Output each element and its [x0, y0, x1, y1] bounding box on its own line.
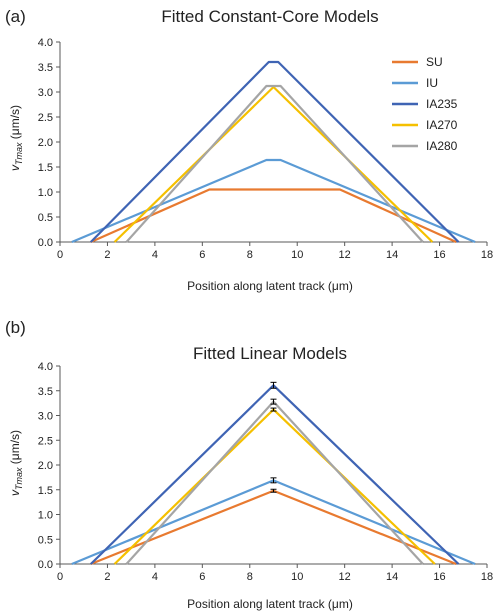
legend-label: IA280 — [426, 139, 458, 153]
panel-b-x-ticks: 0 2 4 6 8 10 12 14 16 18 — [57, 564, 493, 583]
panel-b-label: (b) — [5, 318, 26, 337]
panel-a-ylabel-main: v — [8, 164, 22, 171]
y-tick-label: 0.5 — [38, 212, 53, 224]
series-line-su — [90, 489, 457, 566]
panel-b-axes — [59, 366, 487, 565]
x-tick-label: 2 — [104, 249, 110, 261]
y-tick-label: 0.0 — [38, 559, 53, 571]
panel-a-ylabel-unit: (μm/s) — [8, 105, 22, 143]
x-tick-label: 8 — [247, 571, 253, 583]
x-tick-label: 14 — [386, 571, 398, 583]
y-tick-label: 4.0 — [38, 361, 53, 373]
panel-a-ylabel-sub: Tmax — [14, 142, 24, 165]
panel-b-x-axis-label: Position along latent track (μm) — [187, 597, 353, 611]
error-bar-ia270 — [270, 407, 277, 412]
panel-a-x-axis-label: Position along latent track (μm) — [187, 279, 353, 293]
panel-a-y-ticks: 0.0 0.5 1.0 1.5 2.0 2.5 3.0 3.5 4.0 — [38, 37, 60, 249]
panel-a-legend: SU IU IA235 IA270 IA280 — [392, 55, 458, 153]
panel-b-ylabel-main: v — [8, 489, 22, 496]
series-line-ia270 — [113, 85, 434, 243]
x-tick-label: 16 — [433, 571, 445, 583]
series-line-iu — [71, 158, 476, 244]
y-tick-label: 2.0 — [38, 137, 53, 149]
y-tick-label: 1.5 — [38, 162, 53, 174]
x-tick-label: 2 — [104, 571, 110, 583]
panel-a-y-axis-label: vTmax (μm/s) — [8, 105, 24, 171]
x-tick-label: 18 — [481, 571, 493, 583]
panel-a-title: Fitted Constant-Core Models — [161, 7, 378, 26]
y-tick-label: 1.5 — [38, 485, 53, 497]
x-tick-label: 10 — [291, 571, 303, 583]
y-tick-label: 0.0 — [38, 237, 53, 249]
y-tick-label: 2.5 — [38, 435, 53, 447]
legend-item-ia280: IA280 — [392, 139, 458, 153]
legend-item-iu: IU — [392, 76, 438, 90]
x-tick-label: 12 — [339, 571, 351, 583]
error-bar-ia235 — [270, 381, 277, 389]
panel-b-y-axis-label: vTmax (μm/s) — [8, 430, 24, 496]
panel-a-series — [71, 60, 476, 244]
legend-label: IA235 — [426, 97, 458, 111]
series-line-ia280 — [125, 84, 424, 243]
x-tick-label: 14 — [386, 249, 398, 261]
panel-a-label: (a) — [5, 7, 26, 26]
x-tick-label: 8 — [247, 249, 253, 261]
y-tick-label: 1.0 — [38, 510, 53, 522]
panel-a-axes — [59, 42, 487, 243]
y-tick-label: 3.5 — [38, 62, 53, 74]
x-tick-label: 4 — [152, 571, 158, 583]
x-tick-label: 6 — [199, 571, 205, 583]
x-tick-label: 16 — [433, 249, 445, 261]
y-tick-label: 3.5 — [38, 386, 53, 398]
x-tick-label: 12 — [339, 249, 351, 261]
series-line-ia235 — [90, 60, 460, 243]
panel-b-title: Fitted Linear Models — [193, 344, 347, 363]
y-tick-label: 2.0 — [38, 460, 53, 472]
y-tick-label: 0.5 — [38, 534, 53, 546]
panel-b-error-bars — [270, 381, 277, 493]
legend-label: IA270 — [426, 118, 458, 132]
error-bar-su — [270, 488, 277, 493]
legend-item-ia235: IA235 — [392, 97, 458, 111]
panel-b-chart: (b) Fitted Linear Models 0 2 4 6 8 10 12 14 16 18… — [5, 318, 493, 611]
y-tick-label: 4.0 — [38, 37, 53, 49]
y-tick-label: 1.0 — [38, 187, 53, 199]
y-tick-label: 2.5 — [38, 112, 53, 124]
panel-a-chart: (a) Fitted Constant-Core Models 0 2 4 6 8 10 1… — [5, 7, 493, 293]
x-tick-label: 4 — [152, 249, 158, 261]
error-bar-iu — [270, 477, 277, 484]
x-tick-label: 0 — [57, 249, 63, 261]
panel-a-x-ticks: 0 2 4 6 8 10 12 14 16 18 — [57, 242, 493, 261]
x-tick-label: 6 — [199, 249, 205, 261]
legend-label: SU — [426, 55, 443, 69]
series-line-su — [90, 188, 457, 244]
x-tick-label: 0 — [57, 571, 63, 583]
panel-b-y-ticks: 0.0 0.5 1.0 1.5 2.0 2.5 3.0 3.5 4.0 — [38, 361, 60, 571]
series-line-ia270 — [113, 408, 436, 565]
legend-item-ia270: IA270 — [392, 118, 458, 132]
legend-label: IU — [426, 76, 438, 90]
panel-b-ylabel-sub: Tmax — [14, 467, 24, 490]
panel-b-ylabel-unit: (μm/s) — [8, 430, 22, 468]
panel-b-series — [71, 384, 476, 566]
x-tick-label: 10 — [291, 249, 303, 261]
legend-item-su: SU — [392, 55, 443, 69]
y-tick-label: 3.0 — [38, 411, 53, 423]
y-tick-label: 3.0 — [38, 87, 53, 99]
x-tick-label: 18 — [481, 249, 493, 261]
error-bar-ia280 — [270, 398, 277, 405]
